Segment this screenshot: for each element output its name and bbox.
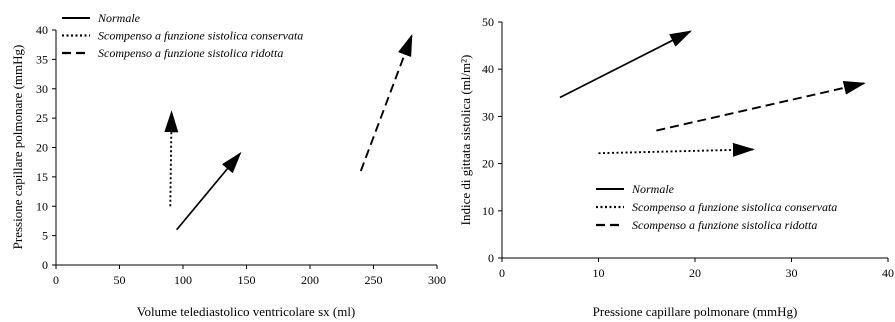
legend: Normale Scompenso a funzione sistolica co… <box>62 11 303 60</box>
x-axis-title: Volume telediastolico ventricolare sx (m… <box>137 304 356 319</box>
legend-label: Scompenso a funzione sistolica ridotta <box>98 46 283 60</box>
legend-label: Scompenso a funzione sistolica conservat… <box>632 200 837 214</box>
x-tick-label: 0 <box>53 273 59 287</box>
series-arrow-dashed <box>359 34 413 172</box>
x-tick-label: 20 <box>689 266 701 280</box>
series-arrow-dotted <box>598 142 755 157</box>
x-tick-label: 150 <box>238 273 256 287</box>
y-tick-label: 30 <box>36 82 48 96</box>
y-tick-label: 35 <box>36 52 48 66</box>
y-tick-label: 0 <box>488 251 494 265</box>
x-tick-label: 200 <box>301 273 319 287</box>
x-tick-label: 0 <box>499 266 505 280</box>
y-tick-label: 10 <box>482 204 494 218</box>
left-chart: 0 50 100 150 200 250 300 0 5 10 15 20 25 30 35 40 Volume… <box>10 11 446 319</box>
legend-label: Scompenso a funzione sistolica ridotta <box>632 218 817 232</box>
x-tick-label: 250 <box>365 273 383 287</box>
series-arrow-solid <box>175 151 242 231</box>
legend: Normale Scompenso a funzione sistolica co… <box>596 182 837 232</box>
y-tick-label: 40 <box>482 62 494 76</box>
x-tick-label: 50 <box>114 273 126 287</box>
y-tick-label: 15 <box>36 170 48 184</box>
legend-label: Scompenso a funzione sistolica conservat… <box>98 29 303 43</box>
y-axis-title: Indice di gittata sistolica (ml/m²) <box>458 55 473 226</box>
x-axis-title: Pressione capillare polmonare (mmHg) <box>593 304 798 319</box>
x-tick-label: 300 <box>428 273 446 287</box>
series-arrow-dotted <box>164 110 179 207</box>
x-tick-label: 100 <box>174 273 192 287</box>
series-arrow-dashed <box>656 80 866 132</box>
y-axis-title: Pressione capillare polmonare (mmHg) <box>10 45 25 250</box>
y-tick-label: 20 <box>482 157 494 171</box>
x-tick-label: 10 <box>593 266 605 280</box>
legend-label: Normale <box>97 11 141 25</box>
y-tick-label: 10 <box>36 199 48 213</box>
right-chart: 0 10 20 30 40 0 10 20 30 40 50 Pressione capillare … <box>458 15 894 319</box>
y-tick-label: 0 <box>42 258 48 272</box>
x-tick-label: 30 <box>786 266 798 280</box>
y-tick-label: 50 <box>482 15 494 29</box>
y-tick-label: 25 <box>36 111 48 125</box>
legend-label: Normale <box>631 182 675 196</box>
y-tick-label: 20 <box>36 141 48 155</box>
y-tick-label: 5 <box>42 229 48 243</box>
x-tick-label: 40 <box>882 266 894 280</box>
y-tick-label: 40 <box>36 23 48 37</box>
y-tick-label: 30 <box>482 109 494 123</box>
series-arrow-solid <box>559 30 692 99</box>
